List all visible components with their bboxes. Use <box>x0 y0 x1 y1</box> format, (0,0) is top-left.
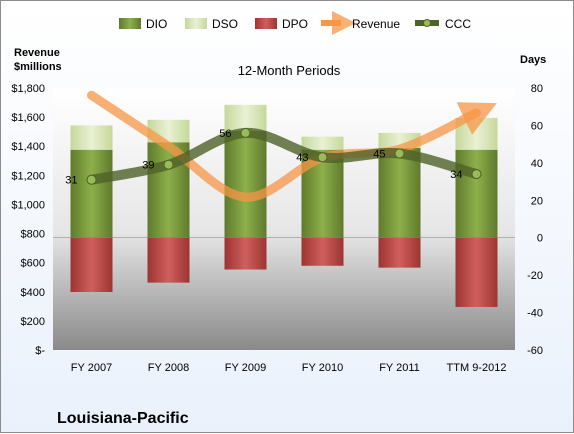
right-tick-label: 20 <box>531 195 543 207</box>
ccc-point <box>240 127 251 138</box>
ccc-point <box>394 148 405 159</box>
category-label: TTM 9-2012 <box>447 362 507 374</box>
bar-dso <box>301 136 344 150</box>
ccc-data-label: 31 <box>65 175 77 187</box>
left-tick-label: $600 <box>21 258 45 270</box>
right-tick-label: -60 <box>527 345 543 357</box>
bar-dpo <box>70 237 113 292</box>
legend-swatch-dpo <box>255 18 277 29</box>
lines-layer: 31 39 56 43 45 34 <box>65 90 497 202</box>
tick-labels: $- $200 $400 $600 $800 $1,000 $1,200 $1,400 $1,6… <box>11 83 543 357</box>
right-tick-label: 0 <box>537 233 543 245</box>
right-tick-label: 60 <box>531 120 543 132</box>
legend-swatch-dio <box>119 18 141 29</box>
legend-label-dpo: DPO <box>282 17 308 31</box>
revenue-line <box>87 90 497 202</box>
ccc-data-label: 43 <box>296 152 308 164</box>
ccc-data-label: 56 <box>219 128 231 140</box>
legend-label-dio: DIO <box>146 17 167 31</box>
ccc-data-label: 34 <box>450 169 462 181</box>
bar-dso <box>224 104 267 132</box>
legend-marker-ccc <box>423 19 431 27</box>
left-axis-label-line2: $millions <box>14 61 62 73</box>
bar-dso <box>70 125 113 150</box>
chart-title: 12-Month Periods <box>238 63 341 78</box>
legend-swatch-dso <box>185 18 207 29</box>
category-label: FY 2008 <box>148 362 189 374</box>
ccc-point <box>317 152 328 163</box>
ccc-point <box>86 174 97 185</box>
right-axis-label: Days <box>520 54 546 66</box>
bar-dpo <box>455 237 498 307</box>
right-tick-label: -20 <box>527 270 543 282</box>
left-tick-label: $1,600 <box>11 112 45 124</box>
category-label: FY 2011 <box>379 362 420 374</box>
bar-dio <box>70 149 113 238</box>
bar-dio <box>224 131 267 238</box>
legend-label-ccc: CCC <box>445 17 471 31</box>
left-tick-label: $1,800 <box>11 83 45 95</box>
left-tick-label: $200 <box>21 316 45 328</box>
left-tick-label: $- <box>35 345 45 357</box>
legend: DIO DSO DPO Revenue CCC <box>119 11 471 35</box>
left-tick-label: $1,400 <box>11 141 45 153</box>
left-axis-label-line1: Revenue <box>14 47 60 59</box>
ccc-data-label: 39 <box>142 160 154 172</box>
right-tick-label: 40 <box>531 158 543 170</box>
legend-label-dso: DSO <box>212 17 238 31</box>
bar-dio <box>455 149 498 238</box>
ccc-point <box>163 159 174 170</box>
left-tick-label: $800 <box>21 229 45 241</box>
bar-dpo <box>224 237 267 270</box>
category-label: FY 2010 <box>302 362 343 374</box>
bars-layer <box>53 104 515 307</box>
bar-dio <box>378 147 421 238</box>
category-label: FY 2007 <box>71 362 112 374</box>
category-labels: FY 2007 FY 2008 FY 2009 FY 2010 FY 2011 TTM 9… <box>71 362 507 374</box>
legend-label-revenue: Revenue <box>352 17 400 31</box>
category-label: FY 2009 <box>225 362 266 374</box>
right-tick-label: 80 <box>531 83 543 95</box>
left-tick-label: $400 <box>21 287 45 299</box>
left-tick-label: $1,000 <box>11 199 45 211</box>
ccc-data-label: 45 <box>373 149 385 161</box>
company-name: Louisiana-Pacific <box>57 410 189 427</box>
left-tick-label: $1,200 <box>11 170 45 182</box>
bar-dpo <box>147 237 190 283</box>
bar-dpo <box>378 237 421 268</box>
ccc-point <box>471 169 482 180</box>
bar-dpo <box>301 237 344 266</box>
right-tick-label: -40 <box>527 308 543 320</box>
